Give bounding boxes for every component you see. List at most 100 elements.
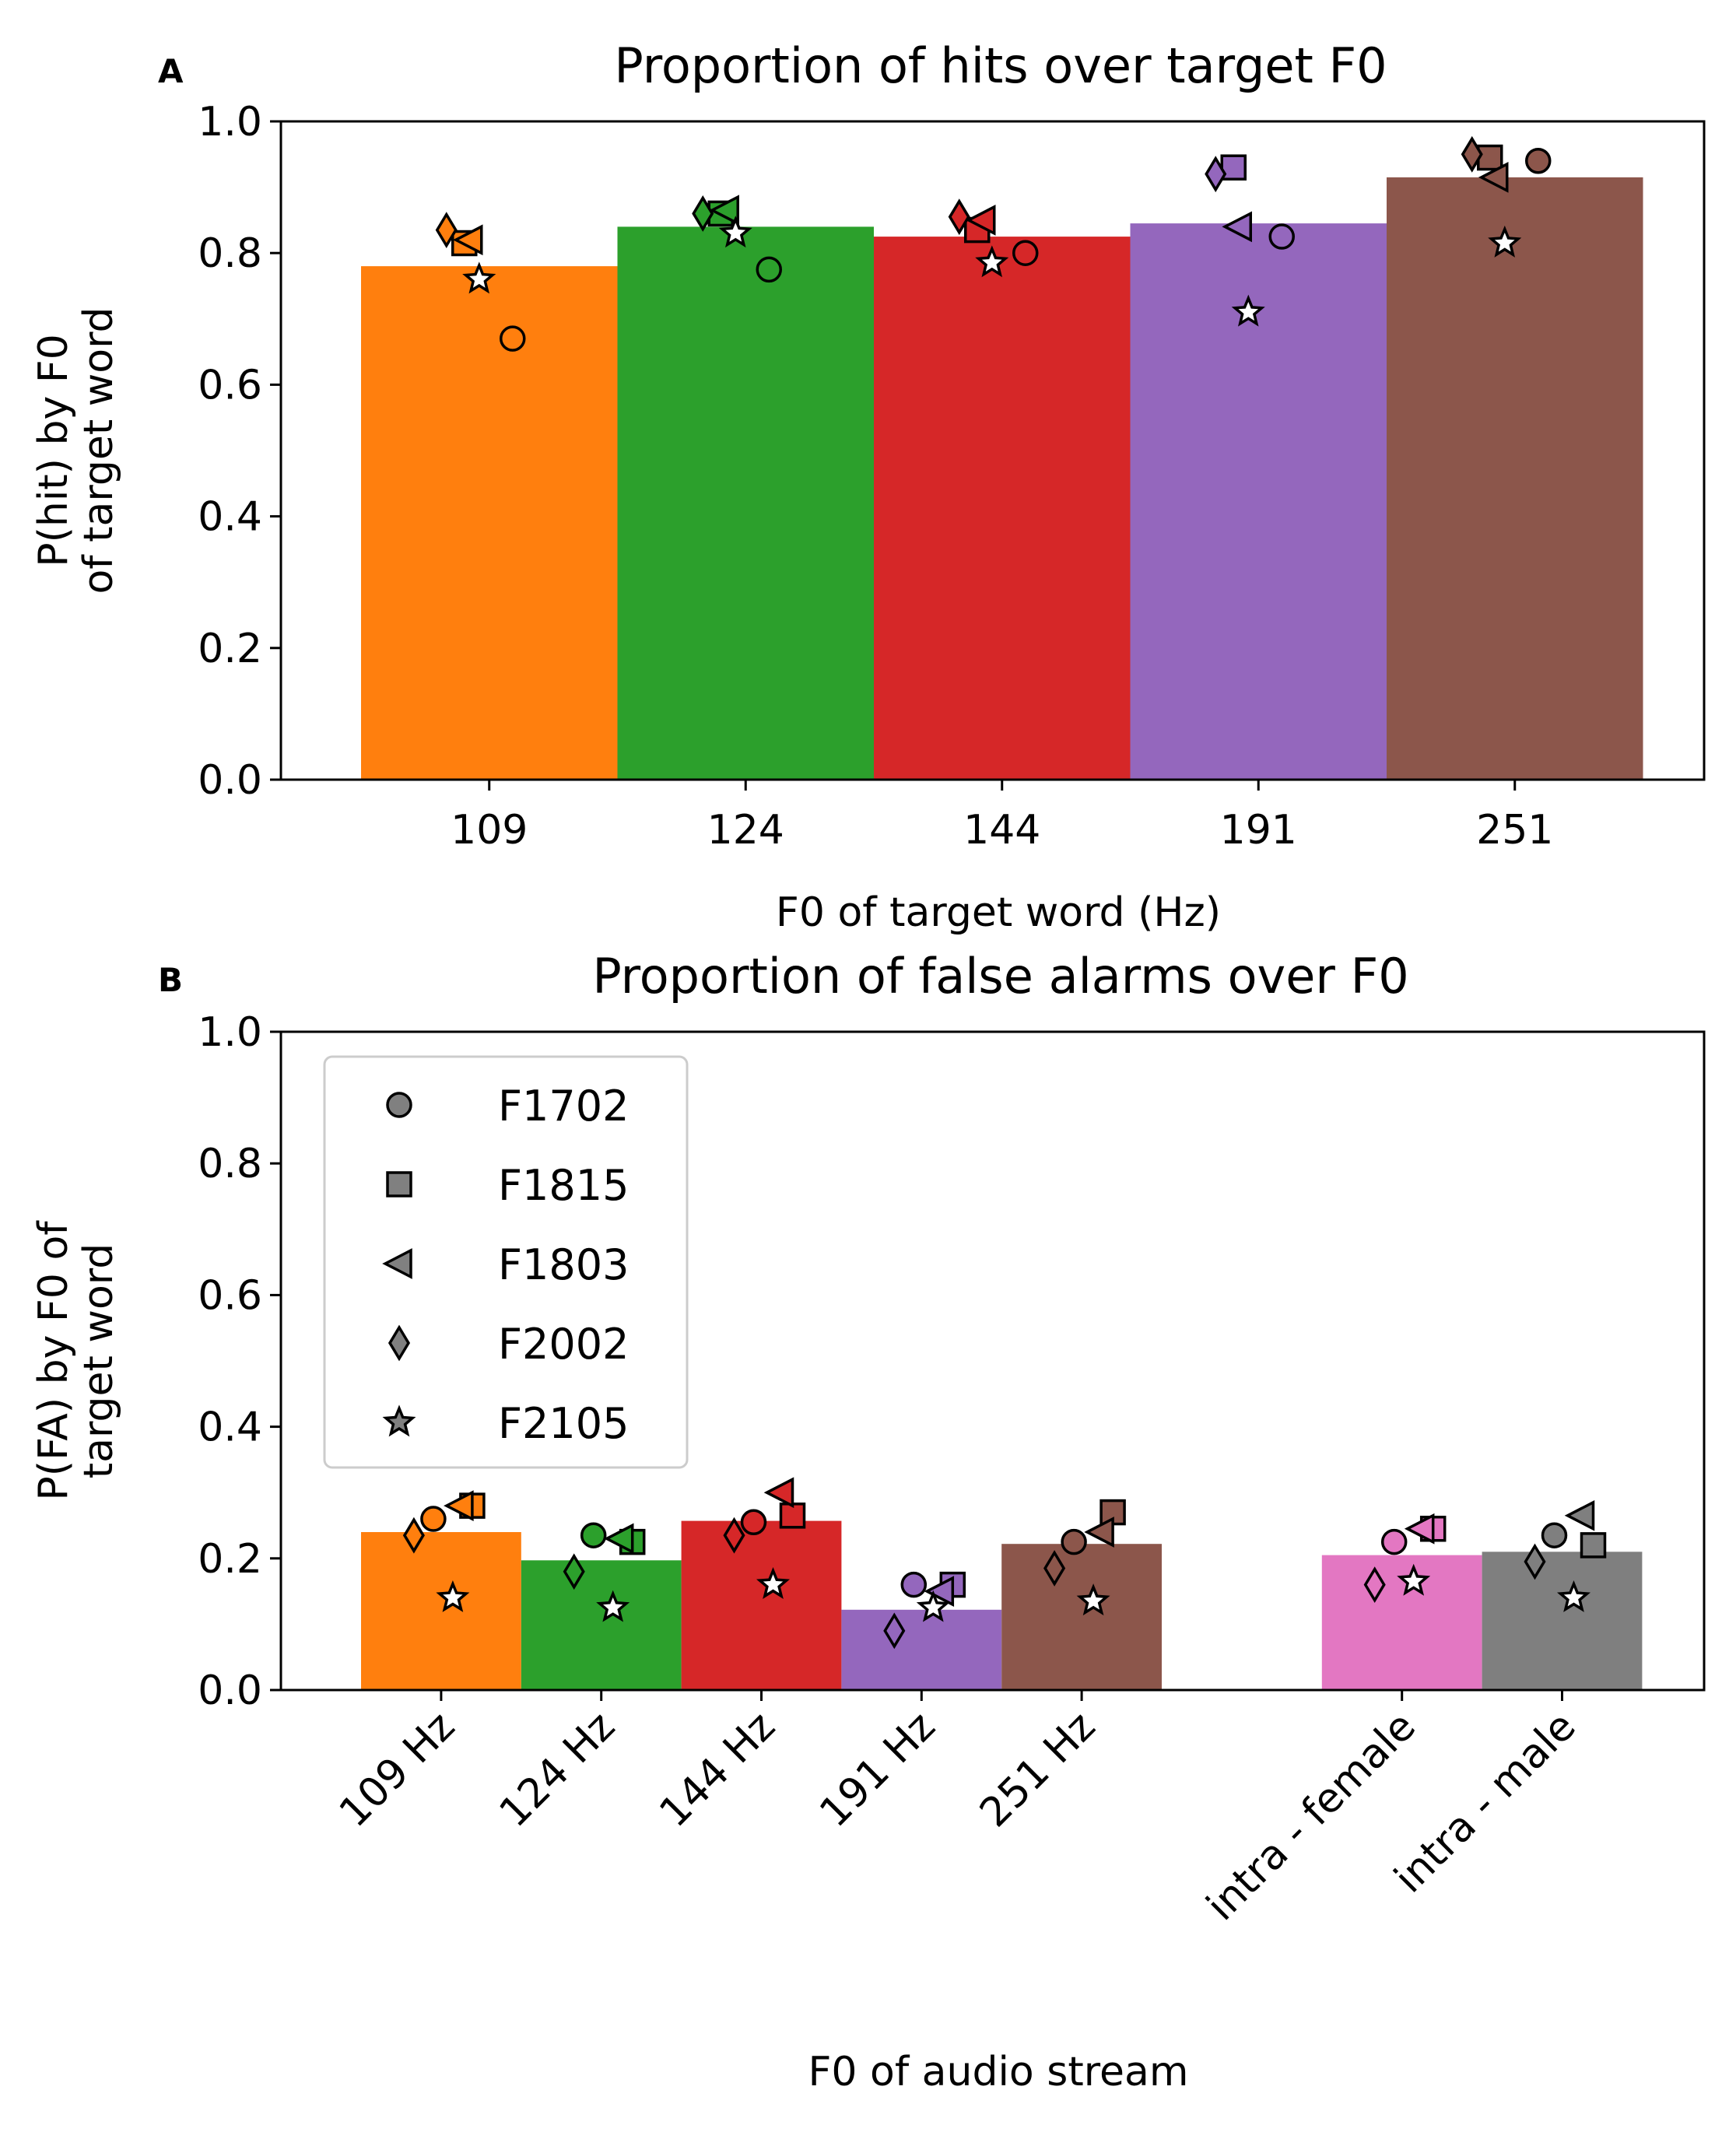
panel-b-y-axis-label-line1: P(FA) by F0 of — [30, 1220, 77, 1501]
y-tick-label: 0.8 — [198, 230, 262, 277]
x-tick-label: 109 — [451, 807, 528, 854]
marker-f2105-1 — [596, 1590, 630, 1622]
marker-f1702-0 — [420, 1506, 447, 1532]
panel-a-y-axis-label-line2: of target word — [75, 307, 122, 594]
panel-a-plot-frame — [279, 120, 1706, 781]
marker-f2105-2 — [756, 1566, 791, 1599]
legend-marker-f2002 — [388, 1324, 411, 1362]
marker-f2002-4 — [1043, 1550, 1066, 1587]
marker-f2002-6 — [1524, 1543, 1546, 1580]
y-tick-label: 0.2 — [198, 1536, 262, 1583]
marker-f1803-0 — [452, 224, 483, 256]
y-tick-label: 1.0 — [198, 99, 262, 146]
y-tick-label: 0.0 — [198, 757, 262, 804]
marker-f1702-3 — [900, 1571, 928, 1598]
y-tick-label: 0.4 — [198, 1404, 262, 1451]
bar-intra-male — [1482, 1552, 1643, 1690]
marker-f2105-2 — [975, 245, 1009, 278]
marker-f2002-0 — [402, 1517, 425, 1554]
panel-b-plot-frame — [279, 1030, 1706, 1692]
y-tick-label: 0.4 — [198, 494, 262, 541]
marker-f2105-1 — [718, 216, 752, 248]
x-tick-label: 251 — [1476, 807, 1553, 854]
marker-f2002-0 — [435, 212, 458, 248]
bar-144-hz — [681, 1520, 842, 1690]
marker-f1702-5 — [1380, 1528, 1408, 1555]
marker-f1803-5 — [1404, 1513, 1435, 1545]
marker-f2105-4 — [1488, 225, 1522, 258]
panel-a-letter: A — [158, 52, 184, 90]
marker-f2002-2 — [723, 1517, 745, 1554]
legend-marker-f2105 — [382, 1404, 416, 1437]
panel-b-title: Proportion of false alarms over F0 — [592, 948, 1408, 1005]
legend-marker-f1803 — [382, 1248, 412, 1279]
bar-109 — [361, 266, 618, 780]
x-tick-label: 124 — [707, 807, 784, 854]
marker-f1702-2 — [1012, 240, 1039, 266]
marker-f2105-3 — [916, 1590, 950, 1622]
x-tick-label: 144 — [963, 807, 1040, 854]
panel-a-y-axis-label-line1: P(hit) by F0 — [30, 334, 77, 567]
marker-f1803-2 — [965, 205, 996, 236]
marker-f2002-5 — [1363, 1566, 1386, 1604]
x-tick-label: 191 Hz — [811, 1703, 944, 1836]
marker-f2105-0 — [462, 261, 496, 294]
legend-label-f1702: F1702 — [498, 1082, 630, 1131]
legend-marker-f1815 — [386, 1171, 412, 1197]
bar-124-hz — [521, 1560, 682, 1690]
bar-109-hz — [361, 1532, 521, 1690]
marker-f2002-2 — [948, 198, 970, 236]
bar-191 — [1130, 223, 1387, 780]
marker-f2105-0 — [436, 1580, 470, 1612]
x-tick-label: intra - female — [1198, 1703, 1424, 1930]
marker-f2002-4 — [1461, 135, 1483, 173]
panel-b-false-alarms-chart: B Proportion of false alarms over F0 0.0… — [30, 948, 1706, 2095]
x-tick-label: 124 Hz — [491, 1703, 624, 1836]
marker-f1815-4 — [1477, 144, 1503, 171]
bar-251 — [1387, 177, 1643, 780]
marker-f2105-4 — [1076, 1583, 1110, 1616]
marker-f1702-0 — [500, 325, 526, 352]
marker-f1803-3 — [1222, 211, 1252, 243]
legend-label-f1815: F1815 — [498, 1161, 630, 1210]
marker-f1803-1 — [709, 195, 739, 226]
legend-label-f2105: F2105 — [498, 1399, 630, 1448]
legend-box — [323, 1055, 689, 1469]
x-tick-label: 191 — [1220, 807, 1297, 854]
legend-label-f1803: F1803 — [498, 1240, 630, 1289]
marker-f1803-4 — [1478, 162, 1509, 193]
y-tick-label: 0.0 — [198, 1667, 262, 1714]
bar-144 — [874, 237, 1131, 780]
panel-b-y-axis-label-line2: target word — [75, 1243, 122, 1478]
panel-b-x-axis-label: F0 of audio stream — [808, 2049, 1188, 2095]
panel-a-x-axis-label: F0 of target word (Hz) — [776, 889, 1221, 936]
marker-f1702-4 — [1525, 148, 1552, 174]
bar-124 — [617, 226, 874, 780]
marker-f1702-2 — [740, 1509, 767, 1536]
marker-f1803-1 — [603, 1523, 634, 1555]
panel-b-letter: B — [158, 961, 183, 999]
marker-f1815-6 — [1580, 1532, 1607, 1559]
marker-f2002-3 — [1205, 156, 1227, 193]
marker-f2002-1 — [563, 1553, 585, 1590]
x-tick-label: 251 Hz — [971, 1703, 1104, 1836]
marker-f1702-3 — [1268, 223, 1295, 250]
marker-f2105-6 — [1556, 1580, 1591, 1612]
marker-f1702-1 — [756, 256, 782, 283]
marker-f2002-1 — [692, 195, 714, 232]
y-tick-label: 0.6 — [198, 362, 262, 409]
legend-label-f2002: F2002 — [498, 1320, 630, 1369]
panel-a-title: Proportion of hits over target F0 — [614, 37, 1387, 94]
marker-f1702-1 — [580, 1522, 607, 1548]
marker-f1702-4 — [1061, 1528, 1087, 1555]
y-tick-label: 0.6 — [198, 1272, 262, 1319]
y-tick-label: 0.2 — [198, 626, 262, 672]
marker-f2002-3 — [883, 1612, 906, 1650]
marker-f2105-3 — [1231, 294, 1265, 327]
marker-f1702-6 — [1541, 1522, 1568, 1548]
legend-marker-f1702 — [386, 1092, 412, 1118]
y-tick-label: 0.8 — [198, 1141, 262, 1187]
bar-intra-female — [1321, 1555, 1482, 1690]
panel-a-hits-chart: A Proportion of hits over target F0 0.0 0… — [30, 37, 1706, 936]
